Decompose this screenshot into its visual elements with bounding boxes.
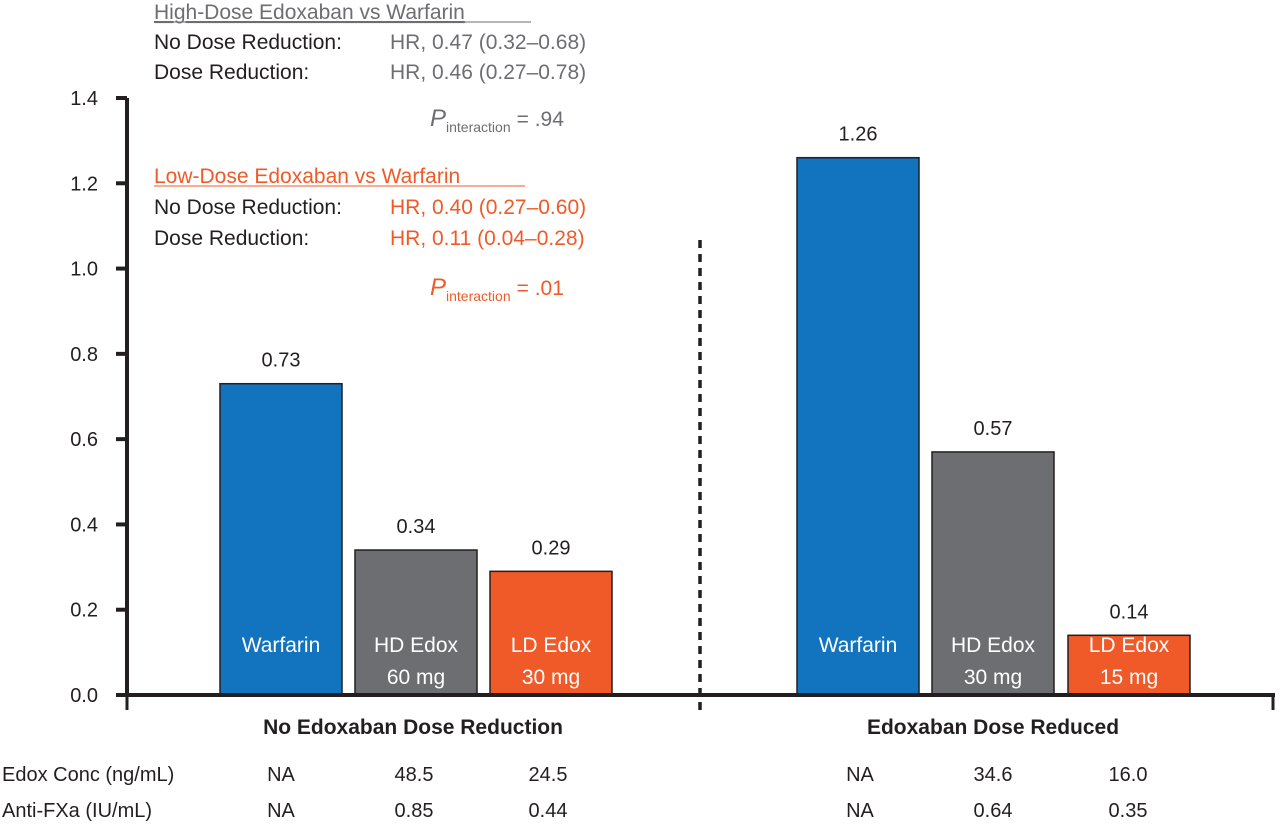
ld-row2-label: Dose Reduction: xyxy=(154,227,309,250)
hd-row2-value: HR, 0.46 (0.27–0.78) xyxy=(390,61,586,84)
group-label: Edoxaban Dose Reduced xyxy=(867,716,1119,739)
y-tick-label: 0.2 xyxy=(70,600,98,622)
y-tick-label: 0.0 xyxy=(70,685,98,707)
table-cell: NA xyxy=(846,764,874,786)
table-cell: NA xyxy=(846,800,874,822)
hd-row2-label: Dose Reduction: xyxy=(154,61,309,84)
y-tick-label: 1.2 xyxy=(70,173,98,195)
hd-annotation: High-Dose Edoxaban vs Warfarin No Dose R… xyxy=(154,1,586,135)
bar-value-label: 0.14 xyxy=(1110,601,1149,623)
bar-category-label: HD Edox xyxy=(951,634,1036,657)
y-tick-label: 0.6 xyxy=(70,429,98,451)
bars: 0.73 Warfarin 0.34 HD Edox 60 mg 0.29 LD Edox 3… xyxy=(219,124,1191,696)
bar-category-label: HD Edox xyxy=(374,634,459,657)
group-label: No Edoxaban Dose Reduction xyxy=(263,716,563,739)
table-cell: 16.0 xyxy=(1109,764,1148,786)
bar-category-label: 30 mg xyxy=(964,666,1022,689)
y-tick-label: 1.0 xyxy=(70,259,98,281)
table-cell: 0.44 xyxy=(529,800,568,822)
table-row-label: Anti-FXa (IU/mL) xyxy=(2,800,152,822)
bar-category-label: LD Edox xyxy=(511,634,592,657)
ld-row2-value: HR, 0.11 (0.04–0.28) xyxy=(390,227,585,250)
bar-category-label: Warfarin xyxy=(819,634,898,657)
table-cell: 48.5 xyxy=(395,764,434,786)
hd-title: High-Dose Edoxaban vs Warfarin xyxy=(154,1,465,24)
bar-category-label: 60 mg xyxy=(387,666,445,689)
bar-value-label: 0.57 xyxy=(974,418,1013,440)
y-tick-label: 0.8 xyxy=(70,344,98,366)
bar xyxy=(931,451,1055,696)
group-labels: No Edoxaban Dose Reduction Edoxaban Dose … xyxy=(263,716,1119,739)
hd-row1-value: HR, 0.47 (0.32–0.68) xyxy=(390,31,586,54)
bar xyxy=(796,156,920,696)
table-cell: 24.5 xyxy=(529,764,568,786)
bar-value-label: 0.29 xyxy=(532,537,571,559)
table-row-label: Edox Conc (ng/mL) xyxy=(2,764,174,786)
bar-category-label: 30 mg xyxy=(522,666,580,689)
hd-row1-label: No Dose Reduction: xyxy=(154,31,342,54)
table-cell: 0.35 xyxy=(1109,800,1148,822)
y-axis: 0.0 0.2 0.4 0.6 0.8 1.0 1.2 1.4 xyxy=(70,88,129,707)
bar-category-label: LD Edox xyxy=(1089,634,1170,657)
ld-row1-value: HR, 0.40 (0.27–0.60) xyxy=(390,196,586,219)
table-cell: 0.64 xyxy=(974,800,1013,822)
y-tick-label: 1.4 xyxy=(70,88,98,110)
bar-value-label: 0.73 xyxy=(262,350,301,372)
bar-category-label: Warfarin xyxy=(242,634,321,657)
bar-value-label: 0.34 xyxy=(397,516,436,538)
table-cell: 34.6 xyxy=(974,764,1013,786)
table-cell: NA xyxy=(267,800,295,822)
pk-table: Edox Conc (ng/mL) NA 48.5 24.5 NA 34.6 16.0 Ant… xyxy=(2,764,1147,822)
ld-row1-label: No Dose Reduction: xyxy=(154,196,342,219)
ld-title: Low-Dose Edoxaban vs Warfarin xyxy=(154,165,460,188)
ld-annotation: Low-Dose Edoxaban vs Warfarin No Dose Re… xyxy=(154,165,586,304)
bar-category-label: 15 mg xyxy=(1100,666,1158,689)
bar xyxy=(219,382,343,696)
ld-p-interaction: Pinteraction = .01 xyxy=(430,274,564,304)
y-tick-label: 0.4 xyxy=(70,514,98,536)
bar-value-label: 1.26 xyxy=(839,124,878,146)
table-cell: 0.85 xyxy=(395,800,434,822)
hd-p-interaction: Pinteraction = .94 xyxy=(430,105,564,135)
table-cell: NA xyxy=(267,764,295,786)
